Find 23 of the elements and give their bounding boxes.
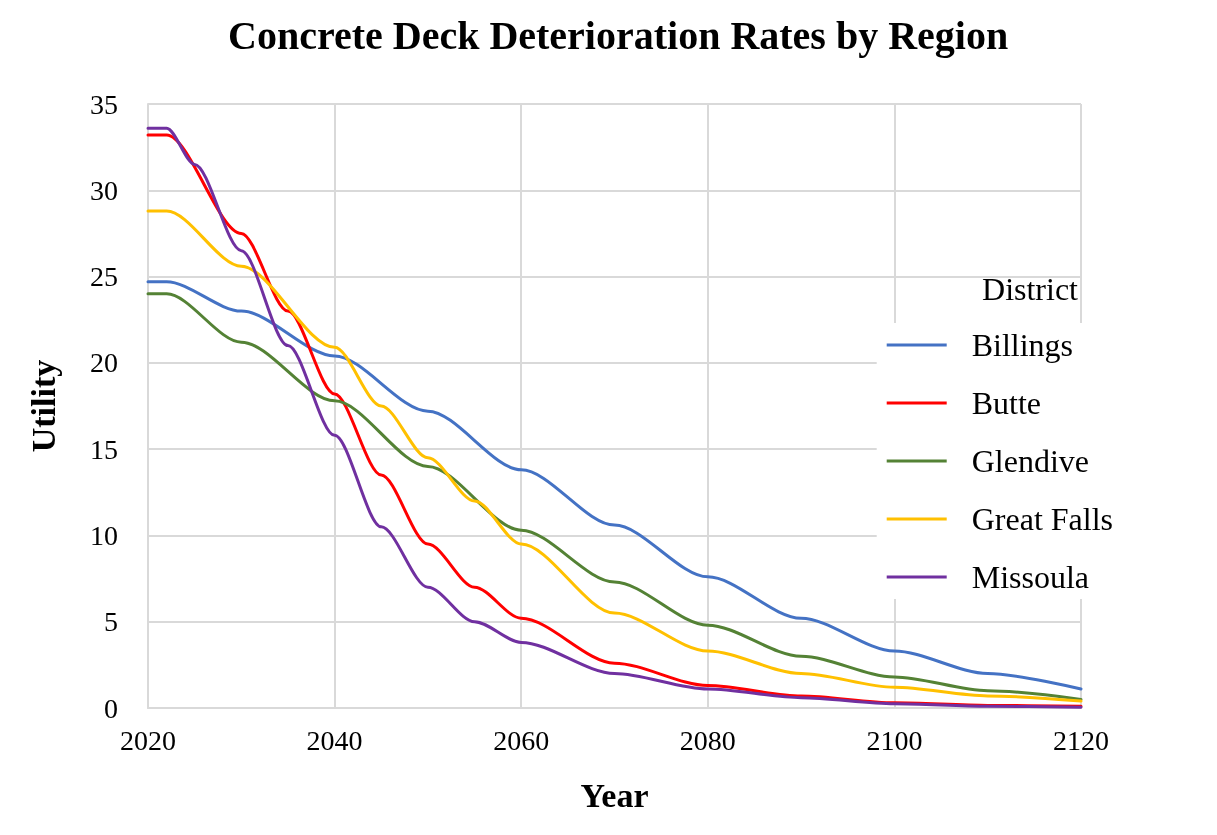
x-tick-label: 2040 — [306, 724, 363, 756]
x-axis-title: Year — [580, 776, 649, 814]
x-tick-label: 2100 — [866, 724, 923, 756]
legend-label: Missoula — [971, 559, 1090, 595]
y-tick-label: 30 — [90, 174, 118, 206]
y-tick-label: 10 — [90, 519, 118, 551]
legend-label: Glendive — [971, 443, 1089, 479]
y-tick-label: 5 — [104, 606, 118, 638]
x-tick-label: 2120 — [1053, 724, 1109, 756]
y-tick-label: 15 — [90, 433, 118, 465]
legend-label: Butte — [971, 385, 1042, 421]
x-tick-label: 2020 — [120, 724, 176, 756]
y-axis-title: Utility — [24, 359, 62, 453]
x-tick-label: 2060 — [493, 724, 550, 756]
y-tick-label: 35 — [90, 88, 118, 120]
chart-title: Concrete Deck Deterioration Rates by Region — [228, 12, 1009, 58]
legend-label: Great Falls — [971, 501, 1113, 537]
y-tick-label: 25 — [90, 261, 118, 293]
legend-title: District — [982, 271, 1079, 307]
x-tick-label: 2080 — [679, 724, 736, 756]
y-tick-label: 20 — [90, 347, 118, 379]
y-tick-label: 0 — [104, 692, 118, 724]
legend-label: Billings — [971, 327, 1074, 363]
